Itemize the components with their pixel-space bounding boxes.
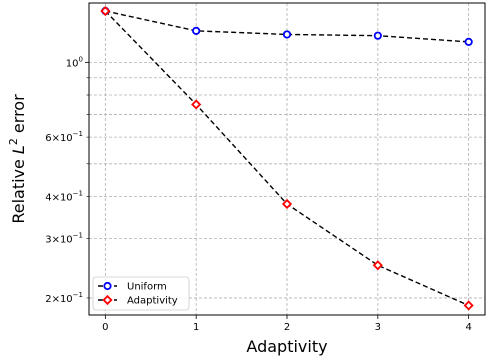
grid-lines (89, 3, 485, 315)
y-tick-label: 2×10−1 (45, 291, 83, 305)
data-point (191, 99, 202, 110)
data-point (373, 31, 382, 40)
legend-item-adaptivity: Adaptivity (98, 294, 178, 307)
data-point (281, 198, 293, 210)
series-adaptivity (100, 5, 474, 311)
series-line (105, 10, 469, 43)
legend-label: Adaptivity (127, 296, 178, 307)
y-axis-title: Relative L2 error (7, 94, 28, 224)
legend-label: Uniform (127, 282, 167, 293)
data-point (192, 26, 201, 35)
x-axis-title: Adaptivity (246, 337, 327, 356)
data-point (463, 300, 474, 311)
y-tick-label: 3×10−1 (45, 232, 83, 246)
legend-marker (103, 281, 112, 291)
y-tick-label: 6×10−1 (45, 130, 83, 144)
data-point (372, 260, 383, 271)
x-tick-label: 0 (102, 322, 108, 333)
x-tick-label: 4 (465, 322, 471, 333)
data-point (282, 30, 292, 39)
y-tick-label: 4×10−1 (45, 189, 83, 203)
series-layer (100, 5, 474, 311)
axis-ticks: 0 1 2 3 4 100 6×10−1 4×10−1 3×10−1 2×10−1 (45, 55, 472, 333)
data-point (464, 37, 473, 46)
data-point (100, 5, 111, 17)
x-tick-label: 1 (193, 322, 199, 333)
legend-marker (102, 294, 113, 306)
legend-box (92, 276, 190, 311)
x-tick-label: 2 (284, 322, 290, 333)
legend: Uniform Adaptivity (92, 276, 190, 311)
x-tick-label: 3 (375, 322, 381, 333)
y-tick-label: 100 (66, 55, 83, 69)
legend-item-uniform: Uniform (98, 282, 167, 293)
